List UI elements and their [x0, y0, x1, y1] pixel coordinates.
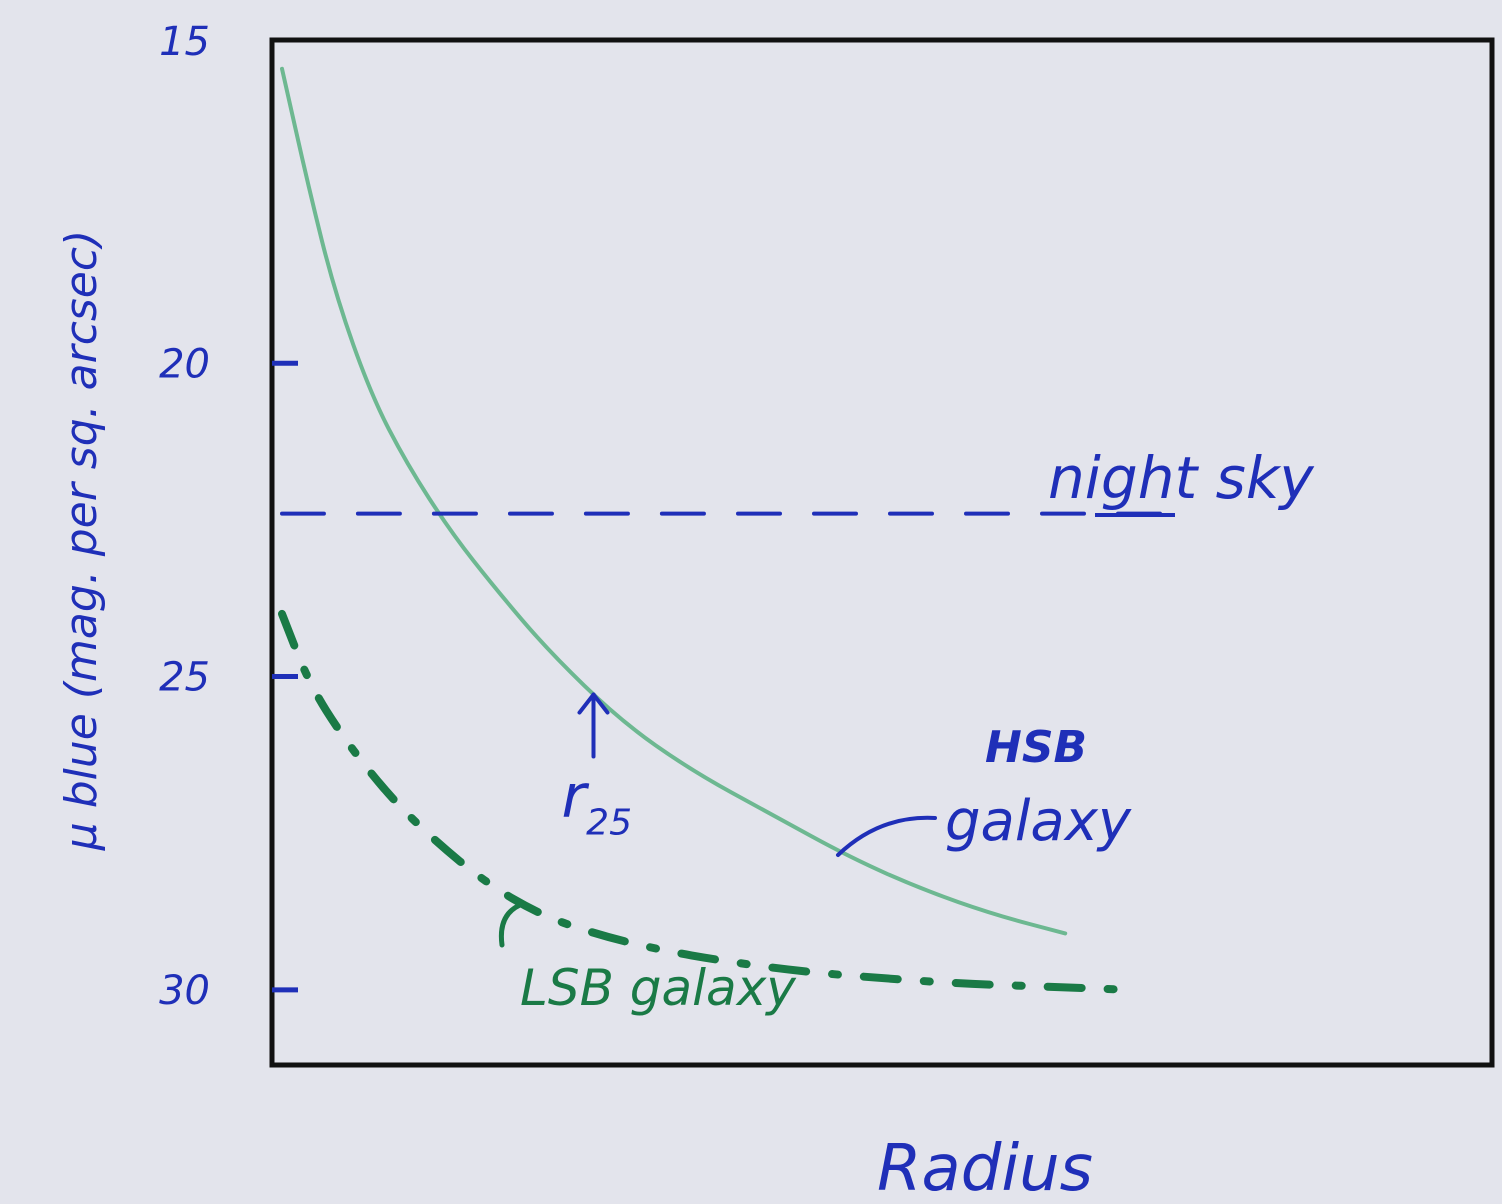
series-layer: [278, 66, 1174, 994]
x-axis-label: Radius: [877, 1132, 1093, 1200]
y-tick-label-25: 25: [159, 655, 210, 701]
r25-label: r25: [562, 762, 632, 844]
r25-arrow-head: [577, 692, 610, 715]
series-line-hsb-galaxy: [280, 66, 1068, 936]
lsb-label-leader: [498, 902, 523, 948]
y-axis-ticks: 15 20 25 30: [159, 19, 298, 1014]
night-sky-label: night sky: [1048, 444, 1314, 512]
hsb-label-line2: galaxy: [945, 789, 1132, 854]
y-tick-label-30: 30: [159, 968, 210, 1014]
y-axis-label: μ blue (mag. per sq. arcsec): [56, 230, 107, 851]
y-tick-label-20: 20: [159, 341, 210, 387]
hsb-label-line1: HSB: [985, 722, 1087, 773]
hsb-label-leader: [836, 815, 937, 857]
r25-label-subscript: 25: [586, 803, 632, 844]
y-tick-label-15: 15: [159, 19, 210, 65]
r25-annotation: r25: [562, 692, 632, 844]
lsb-label: LSB galaxy: [520, 959, 797, 1017]
plot-frame: [269, 37, 1495, 1068]
r25-label-main: r: [562, 762, 590, 832]
